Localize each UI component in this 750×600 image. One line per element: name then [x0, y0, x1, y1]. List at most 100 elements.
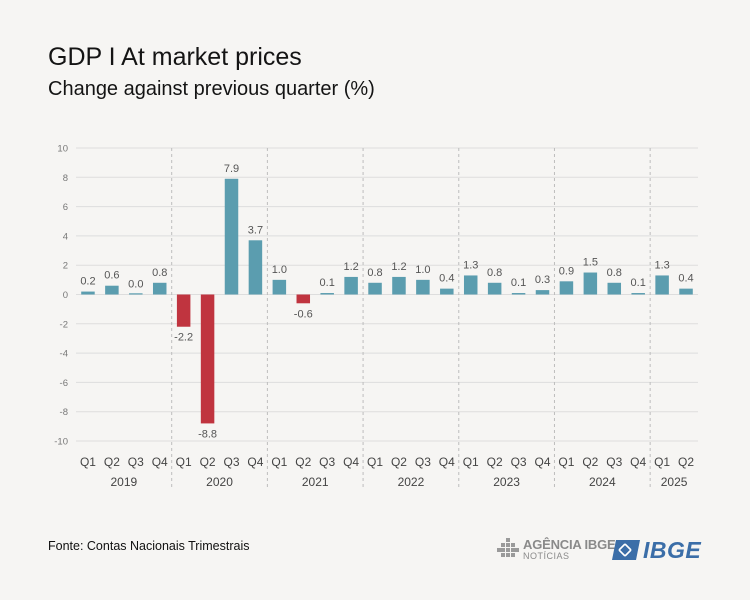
y-tick-label: 10: [57, 144, 68, 155]
bar: [487, 282, 502, 295]
grid-lines: [76, 147, 698, 490]
data-label: 0.4: [678, 273, 693, 285]
bar: [320, 293, 334, 295]
data-label: 0.0: [128, 279, 143, 291]
x-tick-label: Q3: [223, 455, 239, 469]
bar: [416, 279, 430, 295]
year-label: 2023: [493, 475, 520, 489]
y-tick-label: -6: [60, 378, 68, 389]
y-tick-label: 6: [63, 202, 68, 213]
y-tick-label: -10: [54, 437, 68, 448]
bar: [176, 294, 191, 327]
agencia-logo-icon: [497, 538, 519, 557]
x-tick-label: Q2: [582, 455, 598, 469]
x-tick-label: Q4: [630, 455, 646, 469]
data-label: 1.2: [391, 261, 406, 273]
x-tick-label: Q4: [247, 455, 263, 469]
bar: [200, 294, 215, 424]
bar: [583, 272, 598, 295]
ibge-logo-icon: [612, 540, 640, 560]
bar: [296, 294, 311, 304]
bar: [105, 285, 119, 295]
data-label: 0.4: [439, 273, 454, 285]
data-label: 1.3: [654, 259, 669, 271]
bar: [511, 293, 526, 295]
data-label: 0.8: [607, 267, 622, 279]
y-tick-label: -8: [60, 407, 68, 418]
x-axis-ticks: Q1 Q2 Q3 Q4 Q1 Q2 Q3 Q4 Q1 Q2 Q3 Q4 Q1 Q2 Q3 Q4 Q1 Q2 Q3 Q4…: [80, 455, 694, 469]
x-tick-label: Q3: [511, 455, 527, 469]
year-label: 2022: [398, 475, 425, 489]
x-tick-label: Q4: [534, 455, 550, 469]
x-tick-label: Q1: [367, 455, 383, 469]
x-tick-label: Q2: [295, 455, 311, 469]
year-label: 2021: [302, 475, 329, 489]
x-tick-label: Q1: [271, 455, 287, 469]
x-tick-label: Q4: [439, 455, 455, 469]
data-label: 1.0: [272, 264, 287, 276]
data-label: -0.6: [294, 308, 313, 320]
bar: [535, 290, 550, 295]
data-label: 0.9: [559, 265, 574, 277]
bar: [440, 288, 454, 295]
bar: [81, 291, 95, 295]
year-label: 2024: [589, 475, 616, 489]
bar: [224, 178, 239, 295]
chart-title: GDP I At market prices: [48, 43, 302, 71]
y-tick-label: -2: [60, 319, 68, 330]
bar: [463, 275, 478, 295]
x-tick-label: Q3: [128, 455, 144, 469]
data-label: 0.1: [320, 277, 335, 289]
year-label: 2019: [110, 475, 137, 489]
bar: [152, 282, 167, 295]
source-note: Fonte: Contas Nacionais Trimestrais: [48, 539, 250, 553]
data-label: 0.6: [104, 270, 119, 282]
data-label: 0.1: [511, 277, 526, 289]
x-tick-label: Q1: [463, 455, 479, 469]
data-label: 0.8: [487, 267, 502, 279]
x-tick-label: Q2: [200, 455, 216, 469]
y-tick-label: 2: [63, 261, 68, 272]
bar: [344, 276, 358, 295]
data-label: 0.8: [367, 267, 382, 279]
data-label: 1.3: [463, 259, 478, 271]
agencia-logo-title: AGÊNCIA IBGE: [523, 537, 616, 552]
year-label: 2025: [661, 475, 688, 489]
year-labels: 2019 2020 2021 2022 2023 2024 2025: [110, 475, 687, 489]
ibge-logo-text: IBGE: [643, 537, 702, 563]
data-label: -2.2: [174, 332, 193, 344]
x-tick-label: Q2: [104, 455, 120, 469]
x-tick-label: Q1: [558, 455, 574, 469]
data-label: 0.3: [535, 274, 550, 286]
ibge-logo: IBGE: [612, 537, 708, 563]
x-tick-label: Q1: [176, 455, 192, 469]
bar: [679, 288, 693, 295]
y-tick-label: 0: [63, 290, 68, 301]
x-tick-label: Q3: [606, 455, 622, 469]
data-label: 0.1: [631, 277, 646, 289]
data-label: 3.7: [248, 224, 263, 236]
bar: [248, 240, 263, 295]
x-tick-label: Q1: [654, 455, 670, 469]
chart-subtitle: Change against previous quarter (%): [48, 78, 375, 100]
x-tick-label: Q2: [391, 455, 407, 469]
agencia-ibge-logo: AGÊNCIA IBGE NOTÍCIAS: [497, 536, 616, 564]
data-label: 1.0: [415, 264, 430, 276]
bar: [655, 275, 669, 295]
data-label: 7.9: [224, 163, 239, 175]
data-label: 0.2: [80, 276, 95, 288]
data-labels: 0.2 0.6 0.0 0.8 -2.2 -8.8 7.9 3.7 1.0 -0.6 0.1 1.2 0…: [80, 163, 693, 441]
data-label: 1.2: [343, 261, 358, 273]
y-tick-label: -4: [60, 349, 68, 360]
x-tick-label: Q4: [152, 455, 168, 469]
x-tick-label: Q2: [487, 455, 503, 469]
bar: [607, 282, 622, 295]
bar: [368, 282, 382, 295]
year-label: 2020: [206, 475, 233, 489]
bar: [559, 281, 574, 295]
y-tick-label: 8: [63, 173, 68, 184]
x-tick-label: Q2: [678, 455, 694, 469]
y-axis-ticks: 10 8 6 4 2 0 -2 -4 -6 -8 -10: [54, 144, 68, 448]
bar: [392, 276, 406, 295]
